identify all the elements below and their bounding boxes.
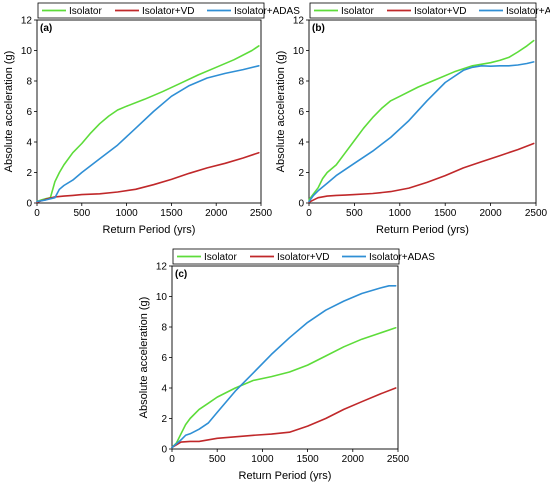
legend: Isolator Isolator+VD Isolator+ADAS	[310, 3, 550, 18]
y-tick-label: 0	[26, 199, 32, 210]
legend: Isolator Isolator+VD Isolator+ADAS	[173, 249, 435, 264]
chart-panel-2: Isolator Isolator+VD Isolator+ADAS 0 500 1000…	[275, 3, 550, 236]
x-tick-label: 0	[169, 454, 175, 465]
x-tick-label: 1000	[115, 208, 138, 219]
y-tick-label: 0	[298, 199, 304, 210]
x-tick-label: 2500	[525, 208, 548, 219]
y-tick-label: 4	[161, 384, 167, 395]
y-tick-label: 4	[26, 138, 32, 149]
legend-label-isolator-adas: Isolator+ADAS	[506, 6, 550, 17]
y-axis-title: Absolute acceleration (g)	[3, 51, 15, 173]
y-tick-label: 4	[298, 138, 304, 149]
y-axis-title: Absolute acceleration (g)	[138, 297, 150, 419]
series-line-isolator	[172, 328, 396, 448]
x-tick-label: 2000	[205, 208, 228, 219]
legend-label-isolator-vd: Isolator+VD	[277, 252, 330, 263]
y-tick-label: 10	[156, 292, 168, 303]
legend-label-isolator: Isolator	[204, 252, 237, 263]
y-tick-label: 6	[298, 107, 304, 118]
chart-panel-1: Isolator Isolator+VD Isolator+ADAS 0 500 1000…	[3, 3, 300, 236]
plot-frame	[37, 20, 261, 203]
x-tick-label: 1500	[160, 208, 183, 219]
x-tick-label: 500	[209, 454, 226, 465]
panel-label: (c)	[175, 269, 187, 280]
y-tick-label: 10	[293, 46, 305, 57]
legend: Isolator Isolator+VD Isolator+ADAS	[38, 3, 300, 18]
x-tick-label: 1500	[296, 454, 319, 465]
x-tick-label: 0	[34, 208, 40, 219]
y-axis-title: Absolute acceleration (g)	[275, 51, 287, 173]
y-tick-label: 2	[298, 168, 304, 179]
y-tick-label: 8	[26, 77, 32, 88]
x-tick-label: 2000	[342, 454, 365, 465]
panel-label: (a)	[40, 23, 52, 34]
x-tick-label: 2500	[387, 454, 410, 465]
series-line-isolator-vd	[172, 388, 396, 448]
legend-label-isolator-adas: Isolator+ADAS	[369, 252, 435, 263]
series-line-isolator	[309, 41, 534, 200]
y-tick-label: 2	[161, 414, 167, 425]
x-tick-label: 1000	[389, 208, 412, 219]
series-line-isolator-adas	[172, 286, 396, 448]
legend-label-isolator-vd: Isolator+VD	[414, 6, 467, 17]
series-line-isolator	[37, 46, 259, 202]
y-tick-label: 6	[26, 107, 32, 118]
legend-label-isolator-adas: Isolator+ADAS	[234, 6, 300, 17]
y-tick-label: 0	[161, 445, 167, 456]
chart-panel-3: Isolator Isolator+VD Isolator+ADAS 0 500 1000…	[138, 249, 435, 482]
x-tick-label: 1500	[434, 208, 457, 219]
x-axis-title: Return Period (yrs)	[376, 224, 469, 236]
x-axis-title: Return Period (yrs)	[239, 470, 332, 482]
y-tick-label: 12	[156, 262, 168, 273]
x-axis-title: Return Period (yrs)	[103, 224, 196, 236]
series-line-isolator-adas	[309, 62, 534, 202]
legend-label-isolator: Isolator	[69, 6, 102, 17]
y-tick-label: 6	[161, 353, 167, 364]
x-tick-label: 1000	[251, 454, 274, 465]
y-tick-label: 12	[21, 16, 33, 27]
plot-frame	[309, 20, 536, 203]
y-tick-label: 10	[21, 46, 33, 57]
legend-label-isolator-vd: Isolator+VD	[142, 6, 195, 17]
series-line-isolator-vd	[309, 144, 534, 203]
series-line-isolator-vd	[37, 153, 259, 203]
x-tick-label: 0	[306, 208, 312, 219]
y-tick-label: 2	[26, 168, 32, 179]
y-tick-label: 12	[293, 16, 305, 27]
series-line-isolator-adas	[37, 66, 259, 202]
y-tick-label: 8	[161, 323, 167, 334]
x-tick-label: 2500	[250, 208, 273, 219]
y-tick-label: 8	[298, 77, 304, 88]
x-tick-label: 500	[73, 208, 90, 219]
legend-label-isolator: Isolator	[341, 6, 374, 17]
x-tick-label: 500	[346, 208, 363, 219]
x-tick-label: 2000	[479, 208, 502, 219]
panel-label: (b)	[312, 23, 325, 34]
